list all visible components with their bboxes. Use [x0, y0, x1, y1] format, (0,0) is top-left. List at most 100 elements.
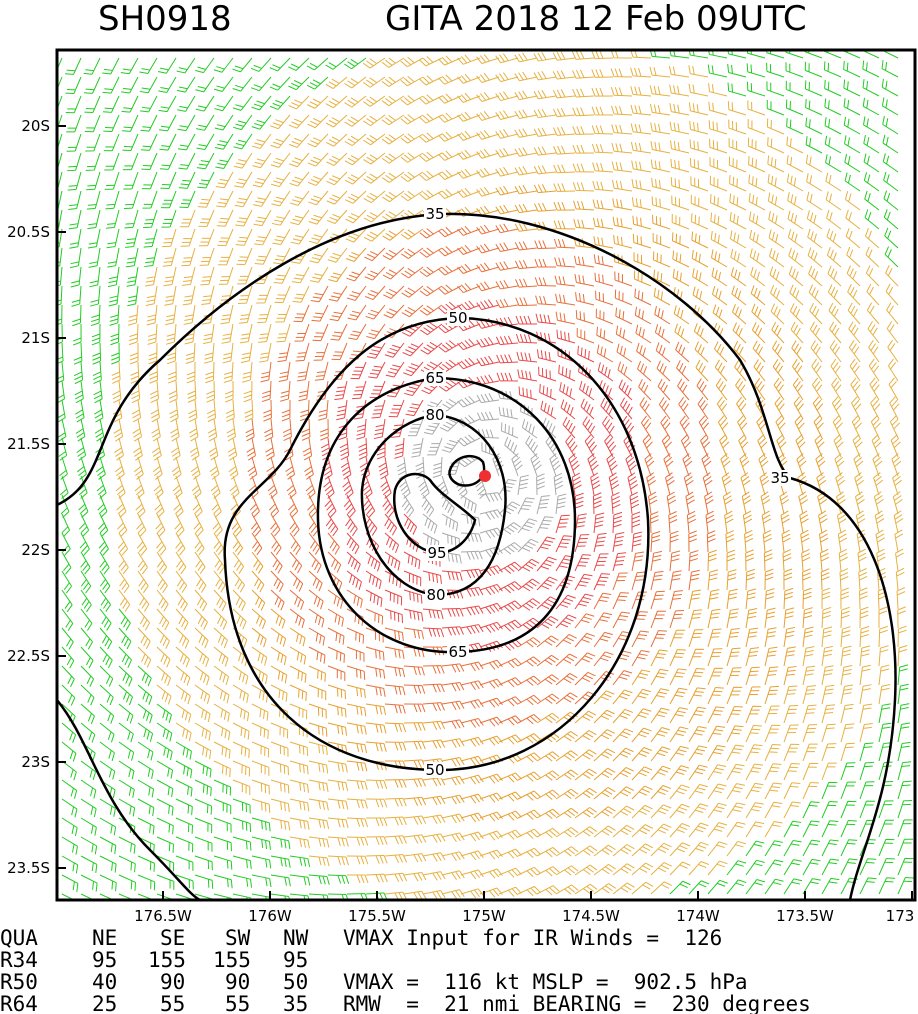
wind-barb: [792, 377, 804, 401]
wind-barb: [845, 209, 861, 230]
contour-line: [316, 376, 577, 654]
wind-barb: [75, 418, 86, 442]
wind-barb: [707, 549, 717, 572]
wind-barb: [232, 646, 248, 667]
wind-barb: [325, 57, 348, 70]
wind-barb: [432, 456, 443, 478]
wind-barb: [88, 247, 101, 268]
wind-barb: [338, 418, 348, 441]
wind-barb: [308, 817, 330, 830]
wind-barb: [234, 190, 253, 208]
wind-barb: [804, 61, 823, 78]
wind-barb: [215, 171, 234, 189]
wind-barb: [176, 57, 196, 74]
wind-barb: [457, 338, 481, 351]
wind-barb: [821, 762, 837, 781]
wind-barb: [133, 437, 143, 461]
wind-barb: [251, 798, 271, 813]
wind-barb: [525, 435, 539, 458]
wind-barb: [438, 321, 462, 334]
wind-barb: [498, 581, 522, 594]
wind-barb: [592, 217, 614, 230]
contour-label: 65: [425, 369, 444, 387]
wind-barb: [418, 475, 430, 499]
wind-barb: [611, 105, 633, 116]
wind-barb: [685, 491, 695, 515]
wind-barb: [365, 798, 388, 808]
wind-barb: [521, 419, 538, 439]
wind-barb: [61, 817, 78, 837]
wind-barb: [740, 472, 751, 496]
wind-barb: [764, 763, 782, 781]
wind-barb: [883, 190, 899, 211]
wind-barb: [649, 511, 659, 534]
wind-barb: [384, 760, 407, 770]
wind-barb: [805, 136, 823, 154]
wind-barb: [878, 858, 895, 876]
wind-barb: [175, 703, 192, 723]
wind-barb: [710, 212, 728, 230]
wind-barb: [217, 228, 234, 247]
wind-barb: [139, 57, 158, 75]
wind-barb: [572, 182, 595, 192]
wind-barb: [118, 627, 132, 650]
wind-barb: [536, 576, 558, 591]
table-cell: 90: [160, 970, 185, 994]
wind-barb: [764, 801, 783, 819]
wind-barb: [868, 358, 880, 382]
wind-barb: [669, 649, 686, 667]
wind-barb: [654, 305, 671, 325]
wind-barb: [121, 76, 139, 94]
wind-barb: [83, 76, 101, 94]
wind-barb: [246, 437, 256, 461]
wind-barb: [652, 251, 671, 268]
wind-barb: [536, 596, 559, 610]
wind-barb: [555, 692, 578, 705]
wind-barb: [701, 453, 712, 477]
wind-barb: [441, 700, 465, 711]
wind-barb: [460, 661, 484, 672]
wind-barb: [149, 380, 159, 404]
wind-barb: [118, 551, 129, 575]
wind-barb: [327, 570, 343, 591]
wind-barb: [86, 171, 101, 191]
wind-barb: [574, 273, 595, 287]
wind-barb: [327, 589, 344, 609]
wind-barb: [517, 538, 539, 553]
wind-barb: [885, 283, 899, 306]
wind-barb: [858, 568, 868, 591]
wind-barb: [575, 310, 595, 325]
wind-barb: [80, 703, 95, 725]
wind-barb: [102, 95, 120, 113]
wind-barb: [346, 570, 362, 591]
wind-barb: [637, 360, 652, 382]
wind-barb: [363, 133, 386, 146]
wind-barb: [307, 171, 329, 186]
wind-barb: [399, 475, 411, 499]
wind-barb: [419, 228, 443, 239]
wind-barb: [457, 54, 481, 65]
wind-barb: [141, 171, 158, 190]
wind-barb: [170, 418, 180, 442]
wind-barb: [325, 513, 339, 537]
wind-barb: [897, 857, 914, 876]
wind-barb: [517, 733, 541, 744]
wind-barb: [427, 437, 443, 456]
wind-barb: [460, 888, 484, 899]
wind-barb: [457, 244, 481, 255]
wind-barb: [732, 322, 747, 344]
wind-barb: [179, 209, 196, 228]
wind-barb: [289, 665, 307, 683]
wind-barb: [344, 133, 367, 147]
wind-barb: [610, 68, 633, 78]
wind-barb: [162, 247, 177, 267]
wind-barb: [535, 295, 557, 306]
wind-barb: [728, 119, 747, 135]
wind-barb: [291, 247, 310, 264]
contour-label: 95: [427, 544, 446, 562]
wind-barb: [498, 406, 519, 420]
wind-barb: [498, 772, 522, 783]
wind-barb: [688, 822, 709, 838]
wind-barb: [156, 627, 170, 649]
wind-barb: [457, 168, 481, 179]
